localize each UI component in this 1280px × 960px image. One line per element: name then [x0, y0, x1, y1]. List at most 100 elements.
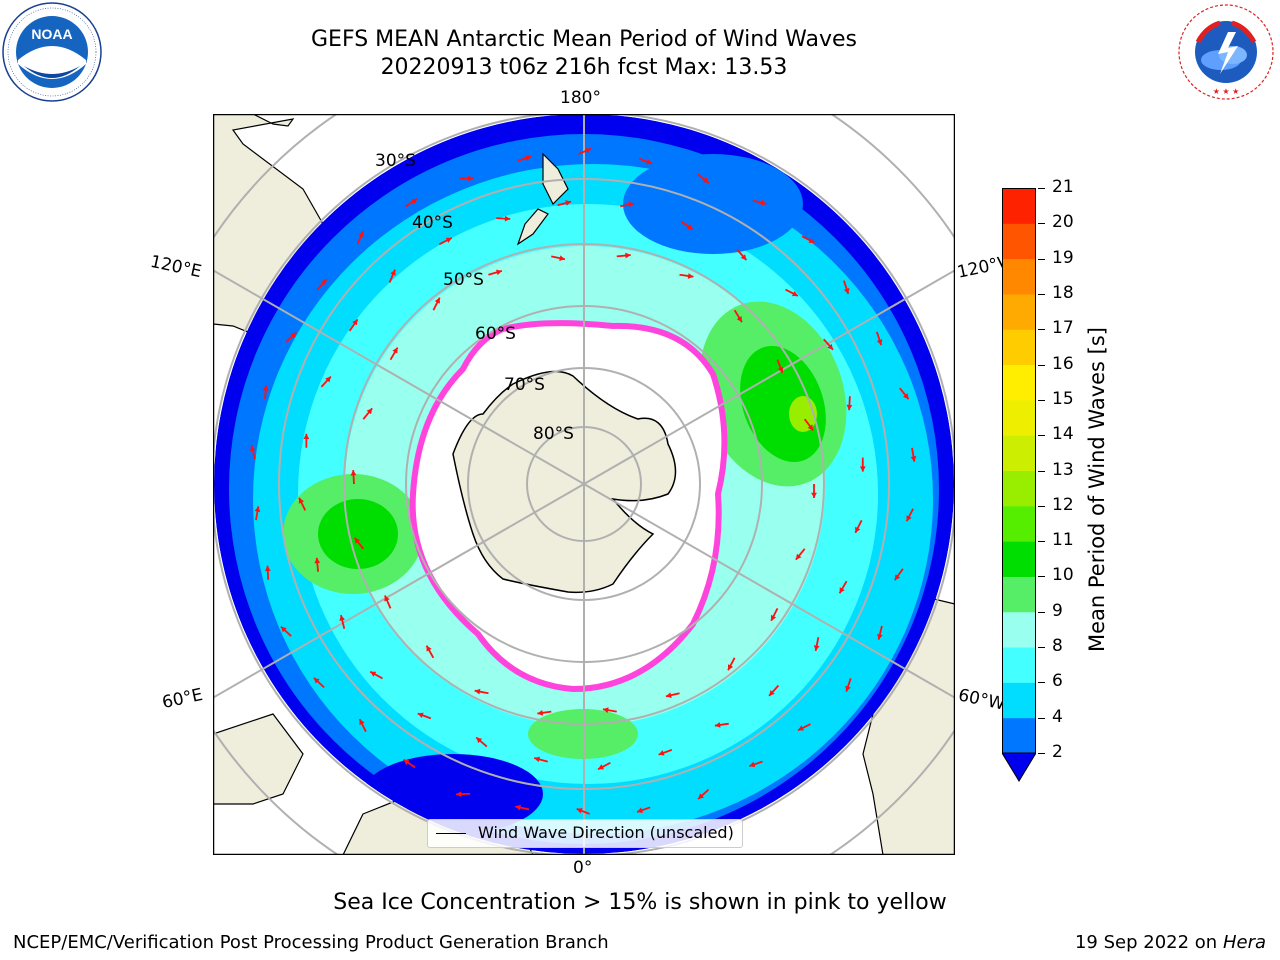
wind-wave-arrowhead	[576, 808, 583, 814]
footer-credit: NCEP/EMC/Verification Post Processing Pr…	[13, 932, 609, 953]
colorbar-segment	[1002, 611, 1036, 648]
wind-wave-arrowhead	[537, 710, 544, 716]
colorbar-tick	[1038, 753, 1045, 754]
wind-wave-arrowhead	[749, 761, 756, 768]
colorbar-tick	[1038, 470, 1045, 472]
wind-wave-arrowhead	[254, 506, 261, 512]
wind-wave-arrowhead	[366, 408, 373, 415]
wind-wave-arrowhead	[504, 215, 511, 222]
colorbar-tick	[1038, 329, 1045, 331]
colorbar-segment	[1002, 223, 1036, 260]
colorbar-ticks: 2 4 6 8 9 10 11 12 13 14 15 16 17 18 19 20 21	[1038, 0, 1098, 960]
colorbar-tick	[1038, 682, 1045, 684]
wind-wave-arrowhead	[434, 297, 440, 304]
wind-wave-arrowhead	[534, 756, 541, 763]
colorbar-tick	[1038, 576, 1045, 578]
wind-wave-arrowhead	[702, 177, 709, 183]
wind-wave-arrowhead	[290, 332, 297, 339]
wind-wave-arrowhead	[445, 237, 452, 243]
chart-subtitle: 20220913 t06z 216h fcst Max: 13.53	[380, 55, 788, 80]
colorbar-tick	[1038, 717, 1045, 719]
wind-wave-arrowhead	[827, 343, 834, 350]
wind-wave-arrowhead	[769, 690, 775, 696]
colorbar-segment	[1002, 541, 1036, 577]
lon-label-180: 180°	[560, 88, 601, 108]
lat-label-40s: 40°S	[412, 213, 453, 233]
wind-wave-arrowhead	[298, 497, 305, 504]
wind-wave-arrowhead	[903, 393, 909, 400]
colorbar-tick-label: 4	[1052, 706, 1063, 727]
wind-wave-arrowhead	[559, 255, 565, 261]
footer-date: 19 Sep 2022 on Hera	[1075, 932, 1266, 953]
colorbar-segment	[1002, 647, 1036, 683]
colorbar-segment	[1002, 435, 1036, 471]
colorbar-tick-label: 10	[1052, 565, 1074, 586]
wind-wave-arrowhead	[476, 737, 483, 744]
colorbar-tick-label: 8	[1052, 636, 1063, 657]
wind-wave-arrowhead	[303, 433, 310, 439]
colorbar-segment	[1002, 470, 1036, 507]
wind-wave-arrowhead	[839, 587, 845, 594]
wind-wave-arrowhead	[687, 273, 694, 279]
colorbar-tick	[1038, 258, 1045, 260]
lat-label-80s: 80°S	[533, 424, 574, 444]
map-legend: Wind Wave Direction (unscaled)	[427, 819, 743, 848]
colorbar-tick-label: 13	[1052, 459, 1074, 480]
noaa-logo: NOAA	[2, 2, 102, 102]
wind-wave-arrowhead	[358, 231, 364, 238]
colorbar-tick-label: 16	[1052, 353, 1074, 374]
noaa-logo-text: NOAA	[31, 26, 72, 42]
graticule	[213, 114, 955, 855]
wind-wave-arrowhead	[426, 645, 432, 652]
colorbar-tick	[1038, 293, 1045, 295]
colorbar-tick-label: 18	[1052, 282, 1074, 303]
wind-wave-arrowhead	[468, 175, 474, 182]
map-panel: 30°S 40°S 50°S 60°S 70°S 80°S Wind Wave …	[212, 113, 956, 856]
wind-wave-arrowhead	[370, 671, 377, 677]
wind-wave-arrowhead	[390, 269, 396, 276]
wind-wave-arrowhead	[859, 466, 866, 472]
wind-wave-arrowhead	[877, 633, 883, 640]
colorbar-tick-label: 21	[1052, 177, 1074, 197]
wind-wave-arrowhead	[602, 707, 609, 713]
legend-line-icon	[436, 833, 466, 834]
wind-wave-arrowhead	[665, 692, 672, 699]
wind-wave-arrowhead	[456, 791, 462, 798]
wind-wave-arrows	[250, 147, 917, 815]
wind-wave-arrowhead	[714, 722, 721, 728]
wind-wave-arrowhead	[515, 804, 522, 811]
colorbar-tick	[1038, 541, 1045, 543]
lat-label-60s: 60°S	[475, 324, 516, 344]
wind-wave-arrowhead	[791, 291, 798, 297]
colorbar-tick	[1038, 435, 1045, 437]
antarctica-land	[452, 370, 677, 594]
wind-wave-arrowhead	[314, 557, 321, 564]
polar-map	[212, 113, 956, 856]
wind-wave-arrowhead	[339, 615, 345, 621]
wind-wave-arrowhead	[354, 537, 361, 544]
wind-wave-arrowhead	[846, 404, 853, 411]
wind-wave-arrowhead	[855, 526, 861, 533]
colorbar-tick	[1038, 188, 1045, 189]
wind-wave-arrowhead	[359, 719, 365, 726]
wind-wave-arrowhead	[598, 764, 605, 770]
wind-wave-arrowhead	[352, 319, 358, 326]
wind-wave-arrowhead	[585, 148, 592, 154]
wind-wave-arrowhead	[264, 565, 271, 572]
colorbar-label: Mean Period of Wind Waves [s]	[1085, 327, 1109, 652]
footer-date-text: 19 Sep 2022 on	[1074, 932, 1218, 953]
legend-label: Wind Wave Direction (unscaled)	[478, 823, 734, 842]
wind-wave-arrowhead	[811, 492, 817, 498]
lon-label-0: 0°	[573, 858, 593, 878]
wind-wave-arrowhead	[843, 288, 850, 294]
colorbar-segment	[1002, 399, 1036, 436]
colorbar-extend-triangle	[1001, 752, 1037, 782]
colorbar-segment	[1002, 329, 1036, 366]
colorbar-tick-label: 12	[1052, 494, 1074, 515]
wind-wave-arrowhead	[760, 199, 767, 206]
wind-wave-arrowhead	[496, 269, 502, 276]
colorbar-tick-label: 17	[1052, 318, 1074, 339]
wind-wave-arrowhead	[777, 366, 784, 373]
colorbar-tick-label: 2	[1052, 742, 1063, 762]
colorbar-tick-label: 19	[1052, 247, 1074, 268]
